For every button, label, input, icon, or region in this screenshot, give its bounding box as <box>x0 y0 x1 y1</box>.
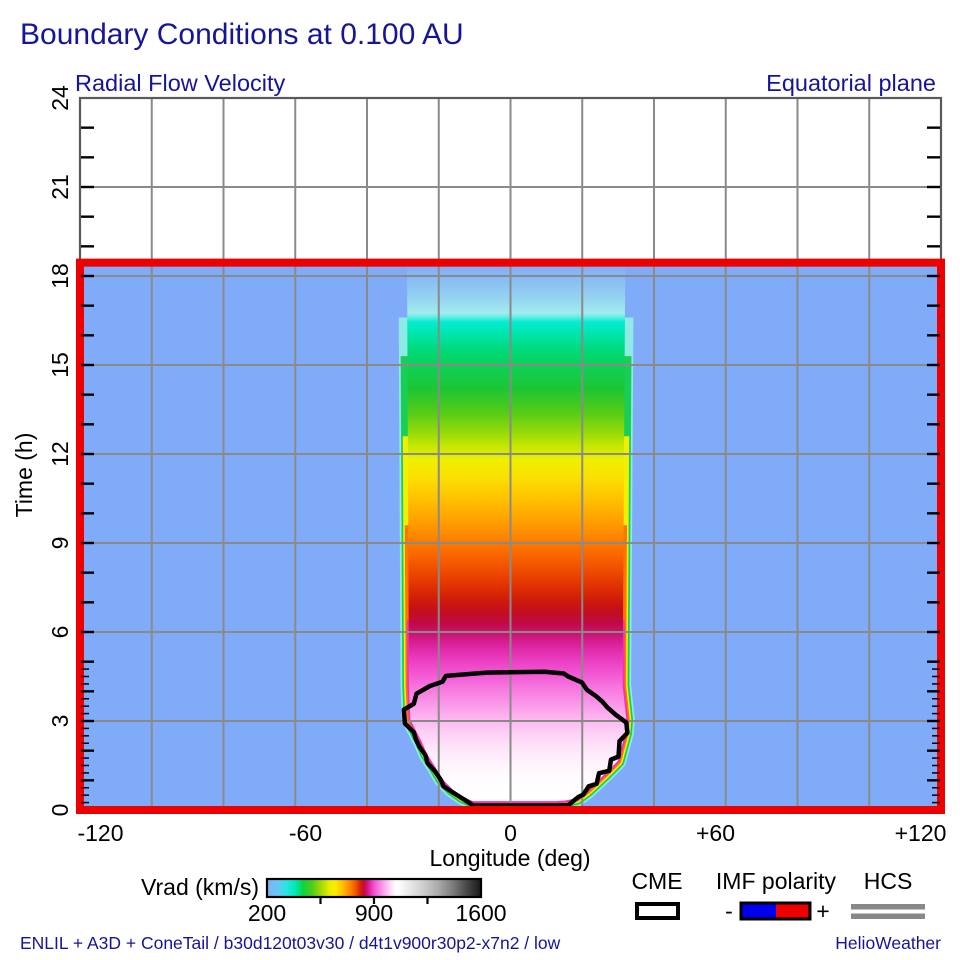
colorbar-max-label: 1600 <box>455 900 506 926</box>
y-tick-label: 9 <box>47 537 73 550</box>
legend-imf-minus: - <box>725 898 733 924</box>
boundary-data-frame <box>76 258 945 814</box>
legend-imf-plus: + <box>816 898 829 924</box>
axis-ticks <box>81 126 940 804</box>
y-tick-label: 0 <box>47 804 73 817</box>
plot-subtitle-left: Radial Flow Velocity <box>75 70 286 96</box>
y-tick-label: 24 <box>47 85 73 111</box>
x-tick-label: -60 <box>289 820 322 846</box>
y-tick-label: 3 <box>47 715 73 728</box>
x-tick-label: 0 <box>504 820 517 846</box>
x-tick-label: +120 <box>895 820 947 846</box>
x-tick-label: -120 <box>77 820 123 846</box>
legend-imf-swatch-border <box>739 901 812 921</box>
legend-hcs-label: HCS <box>864 868 913 894</box>
x-axis-title: Longitude (deg) <box>429 845 590 871</box>
legend-imf-positive-swatch <box>776 903 810 919</box>
y-tick-label: 21 <box>47 174 73 200</box>
colorbar-min-label: 200 <box>248 900 286 926</box>
colorbar-mid-label: 900 <box>355 900 393 926</box>
cme-speed-gradient <box>407 262 627 802</box>
legend-cme-label: CME <box>631 868 682 894</box>
plot-area: 0 3 6 9 12 15 18 21 24 -120 -60 0 +60 +120 <box>47 85 946 846</box>
colorbar-gradient-bar <box>265 877 483 899</box>
credit-text: HelioWeather <box>835 933 941 953</box>
x-tick-label: +60 <box>696 820 735 846</box>
legend-imf-negative-swatch <box>741 903 776 919</box>
legend-hcs-line-2 <box>851 913 925 919</box>
y-axis-title: Time (h) <box>11 433 37 518</box>
gridlines <box>80 98 941 810</box>
plot-subtitle-right: Equatorial plane <box>766 70 936 96</box>
colorbar-ticks <box>319 897 429 904</box>
model-info-text: ENLIL + A3D + ConeTail / b30d120t03v30 /… <box>20 933 561 953</box>
legend-hcs-line-1 <box>851 904 925 910</box>
y-tick-label: 12 <box>47 441 73 467</box>
cme-cloud-contour <box>401 669 630 808</box>
y-tick-label: 18 <box>47 263 73 289</box>
colorbar-label: Vrad (km/s) <box>141 874 259 900</box>
y-tick-label: 15 <box>47 352 73 378</box>
page-title: Boundary Conditions at 0.100 AU <box>20 18 464 51</box>
legend-imf-label: IMF polarity <box>716 868 837 894</box>
legend-cme-swatch <box>635 902 680 920</box>
y-tick-label: 6 <box>47 626 73 639</box>
